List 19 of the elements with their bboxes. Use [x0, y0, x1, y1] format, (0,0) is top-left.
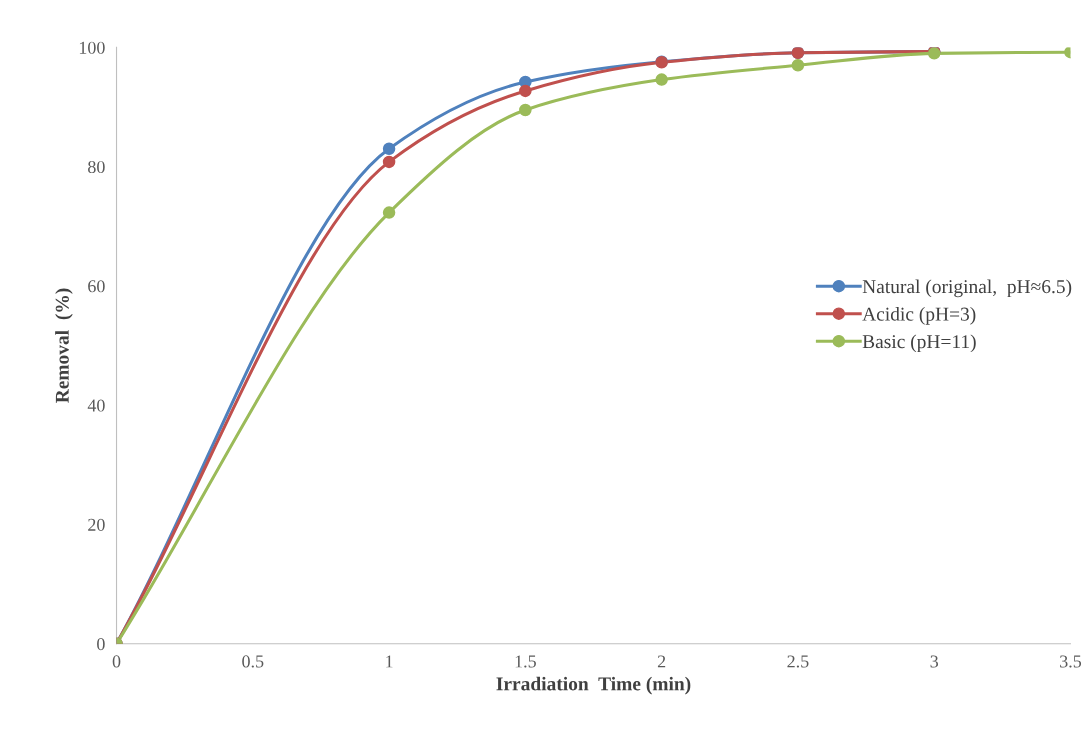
- legend-label: Basic (pH=11): [862, 334, 976, 353]
- x-tick-label: 1.5: [515, 655, 536, 668]
- y-tick-label: 60: [88, 280, 105, 293]
- legend-label: Acidic (pH=3): [862, 307, 976, 325]
- y-tick-label: 80: [88, 160, 105, 174]
- x-tick-label: 0: [112, 655, 121, 668]
- y-tick-label: 100: [79, 41, 105, 54]
- x-tick-label: 1: [386, 655, 393, 668]
- x-tick-label: 2: [657, 655, 666, 668]
- x-tick-label: 0.5: [242, 655, 264, 668]
- x-axis-title: Irradiation Time (min): [496, 676, 691, 695]
- x-tick-label: 2.5: [787, 655, 809, 668]
- y-tick-label: 40: [87, 399, 105, 412]
- x-tick-label: 3: [930, 655, 939, 668]
- y-axis-title: Removal (%): [55, 288, 73, 403]
- legend-label: Natural (original, pH≈6.5): [862, 279, 1072, 298]
- y-tick-label: 0: [97, 637, 105, 651]
- x-tick-label: 3.5: [1060, 655, 1082, 668]
- y-tick-label: 20: [88, 518, 105, 531]
